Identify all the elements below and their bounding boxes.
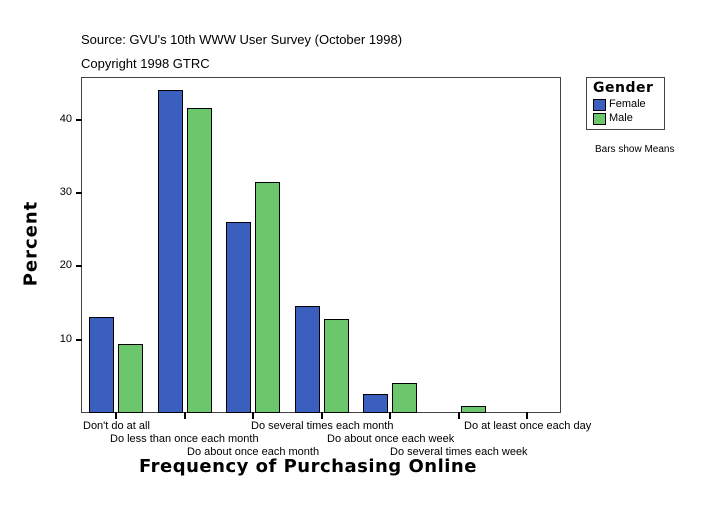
y-tick <box>76 338 82 341</box>
bar-male <box>323 319 349 413</box>
legend-title: Gender <box>593 80 654 96</box>
legend-swatch-male <box>593 113 606 125</box>
y-tick-label: 20 <box>59 259 72 272</box>
bar-female <box>363 393 388 413</box>
x-tick <box>183 412 186 419</box>
x-tick-label: Do at least once each day <box>464 420 592 432</box>
x-tick <box>526 412 528 419</box>
x-tick <box>320 412 323 419</box>
legend-swatch-female <box>593 99 606 111</box>
bar-male <box>460 405 486 413</box>
bar-female <box>294 305 320 413</box>
bar-female <box>89 316 114 413</box>
bar-male <box>118 344 143 413</box>
x-tick <box>389 412 391 419</box>
y-tick <box>76 265 82 268</box>
bar-male <box>392 382 417 413</box>
source-caption: Source: GVU's 10th WWW User Survey (Octo… <box>81 32 403 47</box>
x-tick <box>115 412 117 419</box>
y-tick-label: 40 <box>59 112 72 125</box>
y-tick-label: 10 <box>59 332 72 345</box>
legend-item-male: Male <box>609 112 633 124</box>
x-tick-label: Do about once each month <box>187 446 320 458</box>
y-axis-title: Percent <box>20 200 42 287</box>
bar-female <box>157 90 183 413</box>
legend: Gender Female Male <box>586 77 665 130</box>
x-tick-label: Do several times each month <box>251 420 394 432</box>
x-tick <box>252 412 254 419</box>
x-axis-title: Frequency of Purchasing Online <box>139 456 477 477</box>
bars-note: Bars show Means <box>595 144 675 155</box>
x-tick-label: Don't do at all <box>83 420 150 432</box>
y-tick-label: 30 <box>59 186 72 199</box>
y-tick <box>76 118 82 121</box>
plot-area <box>81 77 561 413</box>
x-tick <box>457 412 460 419</box>
legend-item-female: Female <box>609 98 646 110</box>
bar-male <box>186 108 212 413</box>
x-tick-label: Do several times each week <box>390 446 528 458</box>
bar-female <box>226 222 251 413</box>
copyright-caption: Copyright 1998 GTRC <box>81 56 210 71</box>
x-tick-label: Do less than once each month <box>110 433 259 445</box>
y-tick <box>76 192 82 195</box>
bar-male <box>255 182 280 413</box>
x-tick-label: Do about once each week <box>327 433 455 445</box>
